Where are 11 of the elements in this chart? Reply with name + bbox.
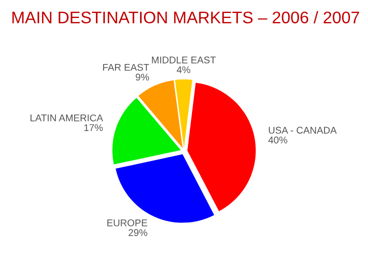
chart-title: MAIN DESTINATION MARKETS – 2006 / 2007 — [12, 11, 360, 24]
data-label: 29% — [128, 229, 148, 236]
data-label: 9% — [136, 74, 149, 81]
slice-label: LATIN AMERICA — [30, 114, 104, 122]
slice-label: EUROPE — [107, 219, 148, 226]
data-label: 4% — [176, 66, 190, 74]
slice-label: MIDDLE EAST — [152, 56, 216, 64]
slice-label: FAR EAST — [103, 64, 150, 71]
slice-label: USA - CANADA — [268, 126, 337, 134]
data-label: 17% — [84, 124, 103, 132]
data-label: 40% — [268, 136, 288, 144]
